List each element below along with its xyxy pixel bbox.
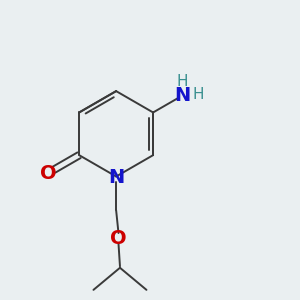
Text: N: N [108,168,124,187]
Text: H: H [192,87,204,102]
Text: O: O [110,229,127,248]
Text: O: O [40,164,56,183]
Text: N: N [174,86,190,105]
Text: H: H [176,74,188,89]
